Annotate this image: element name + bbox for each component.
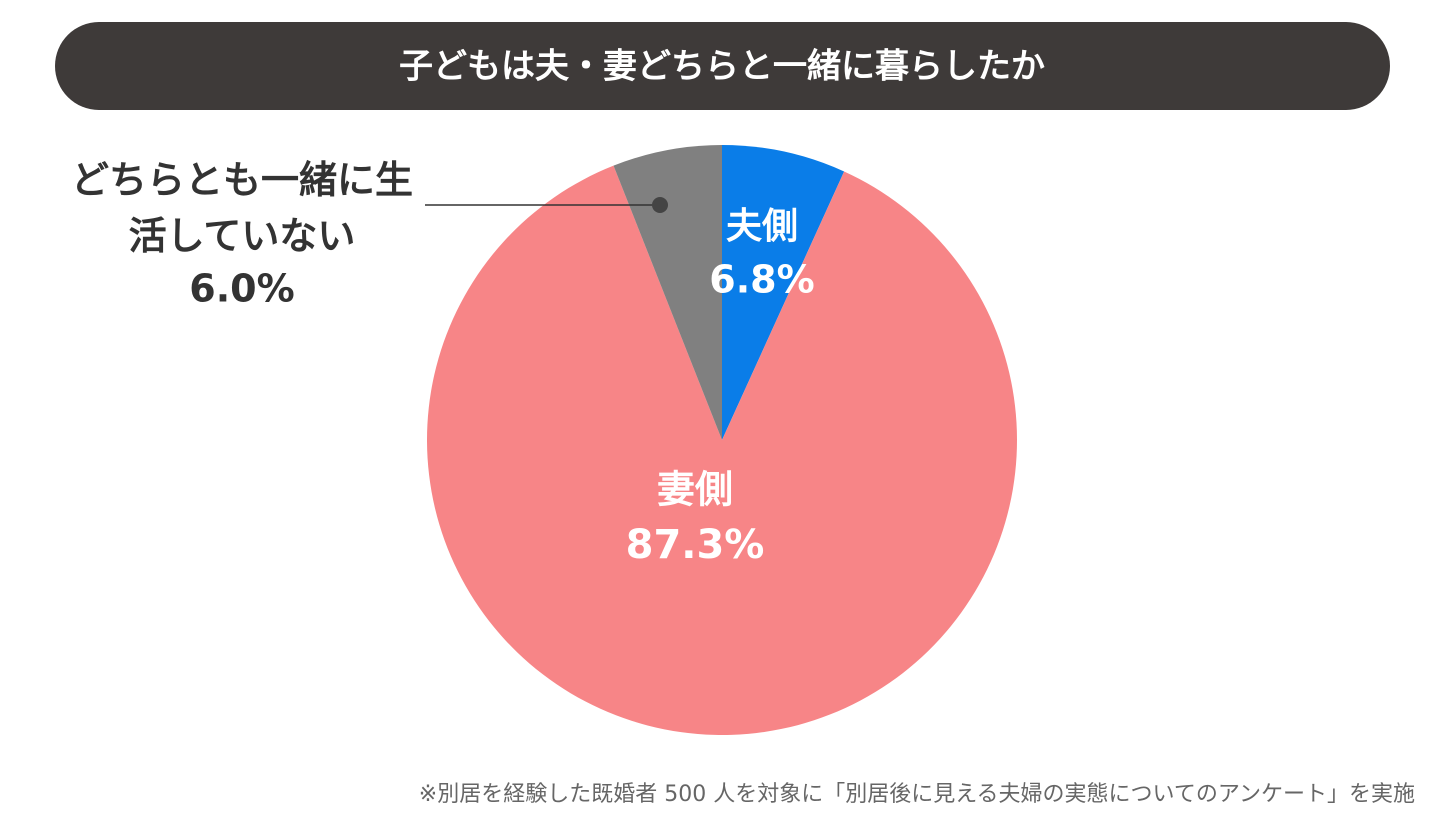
slice-label: 妻側 — [657, 468, 733, 512]
slice-label: 夫側 — [726, 206, 798, 247]
chart-title: 子どもは夫・妻どちらと一緒に暮らしたか — [399, 47, 1045, 87]
slice-value-label: 6.0% — [189, 267, 294, 311]
title-bar — [55, 22, 1390, 110]
slice-label: どちらとも一緒に生活していない — [70, 158, 413, 258]
slice-value-label: 87.3% — [626, 522, 765, 568]
leader-dot — [652, 197, 668, 213]
pie-slice — [613, 145, 722, 440]
pie-slice — [426, 165, 1017, 736]
outside-label-box: どちらとも一緒に生活していない — [70, 158, 413, 258]
pie-slice — [722, 145, 845, 440]
slice-value-label: 6.8% — [709, 258, 814, 302]
footnote: ※別居を経験した既婚者 500 人を対象に「別居後に見える夫婦の実態についてのア… — [419, 782, 1415, 807]
